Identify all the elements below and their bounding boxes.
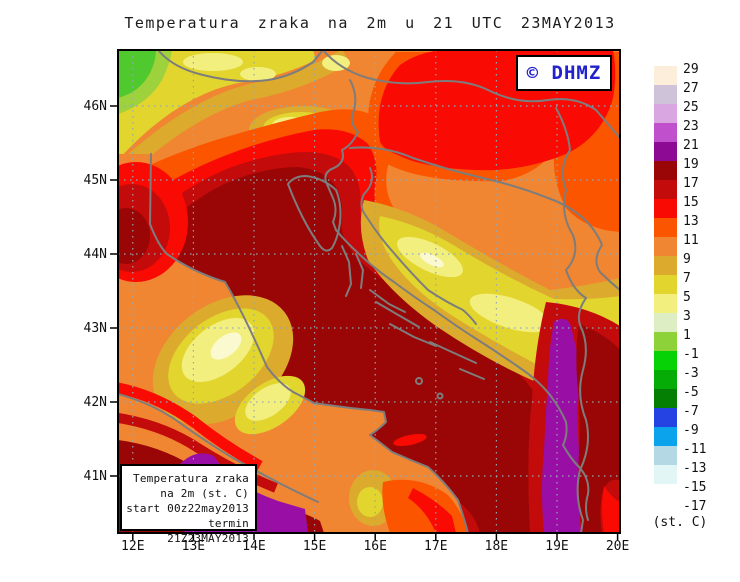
legend-unit: (st. C) [652,515,708,530]
legend-tick-label: 5 [683,290,691,305]
lon-label: 18E [485,539,508,554]
legend-color-box [654,218,677,237]
legend-color-box [654,294,677,313]
legend-tick-label: 27 [683,81,699,96]
legend-color-box [654,446,677,465]
legend-color-box [654,389,677,408]
legend-color-box [654,275,677,294]
lat-label: 44N [84,247,107,262]
lat-label: 45N [84,173,107,188]
legend-tick-label: 19 [683,157,699,172]
info-line: termin 21Z23MAY2013 [167,517,249,545]
legend-color-box [654,256,677,275]
lon-label: 16E [363,539,386,554]
lon-label: 13E [182,539,205,554]
legend-tick-label: 23 [683,119,699,134]
temperature-field [118,50,620,533]
country-borders [118,50,620,533]
legend-color-box [654,408,677,427]
legend-tick-label: 3 [683,309,691,324]
legend-color-box [654,332,677,351]
lon-label: 17E [424,539,447,554]
legend-tick-label: -1 [683,347,699,362]
legend-tick-label: 9 [683,252,691,267]
legend-color-box [654,180,677,199]
lat-axis-labels: 46N 45N 44N 43N 42N 41N [84,99,107,484]
legend-color-box [654,313,677,332]
axis-ticks [110,105,619,540]
lon-label: 19E [545,539,568,554]
lon-axis-labels: 12E 13E 14E 15E 16E 17E 18E 19E 20E [121,539,629,554]
legend-color-box [654,465,677,484]
legend-tick-label: -3 [683,366,699,381]
legend-color-box [654,427,677,446]
legend-tick-label: -15 [683,480,707,495]
legend-tick-label: -17 [683,499,707,514]
legend-color-box [654,351,677,370]
page-title: Temperatura zraka na 2m u 21 UTC 23MAY20… [124,14,616,32]
legend-tick-label: 17 [683,176,699,191]
legend-tick-label: 11 [683,233,699,248]
legend-color-box [654,123,677,142]
legend-color-box [654,85,677,104]
lon-label: 15E [303,539,326,554]
legend-tick-label: -5 [683,385,699,400]
lon-label: 12E [121,539,144,554]
lat-label: 46N [84,99,107,114]
dhmz-label: © DHMZ [526,62,602,84]
map-canvas: 46N 45N 44N 43N 42N 41N 12E 13E 14E 15E … [84,49,629,554]
lat-label: 42N [84,395,107,410]
legend-tick-label: 29 [683,62,699,77]
legend-color-box [654,484,677,503]
map-frame [117,49,621,534]
dhmz-watermark: © DHMZ [516,55,612,91]
lon-label: 14E [242,539,265,554]
legend-tick-label: -9 [683,423,699,438]
legend-tick-label: 25 [683,100,699,115]
legend-tick-label: 7 [683,271,691,286]
legend-tick-label: -11 [683,442,707,457]
legend-tick-label: -7 [683,404,699,419]
legend-color-box [654,104,677,123]
legend-tick-label: 1 [683,328,691,343]
grid-lines [118,50,620,533]
legend-color-box [654,199,677,218]
legend-tick-label: 15 [683,195,699,210]
legend-color-box [654,370,677,389]
info-line: na 2m (st. C) [160,487,249,500]
lat-label: 41N [84,469,107,484]
info-line: Temperatura zraka [133,472,249,485]
legend-color-box [654,66,677,85]
legend-tick-label: 13 [683,214,699,229]
legend-color-box [654,161,677,180]
lon-label: 20E [606,539,629,554]
legend-color-box [654,142,677,161]
info-line: start 00z22may2013 [126,502,249,515]
legend-color-box [654,237,677,256]
color-scale-legend: 29 27 25 23 21 19 17 15 13 11 9 7 5 3 1 -1 -3 -5 -7 -9 -11 -1… [654,62,740,526]
legend-tick-label: 21 [683,138,699,153]
legend-tick-label: -13 [683,461,707,476]
info-box: Temperatura zraka na 2m (st. C) start 00… [120,464,257,545]
lat-label: 43N [84,321,107,336]
